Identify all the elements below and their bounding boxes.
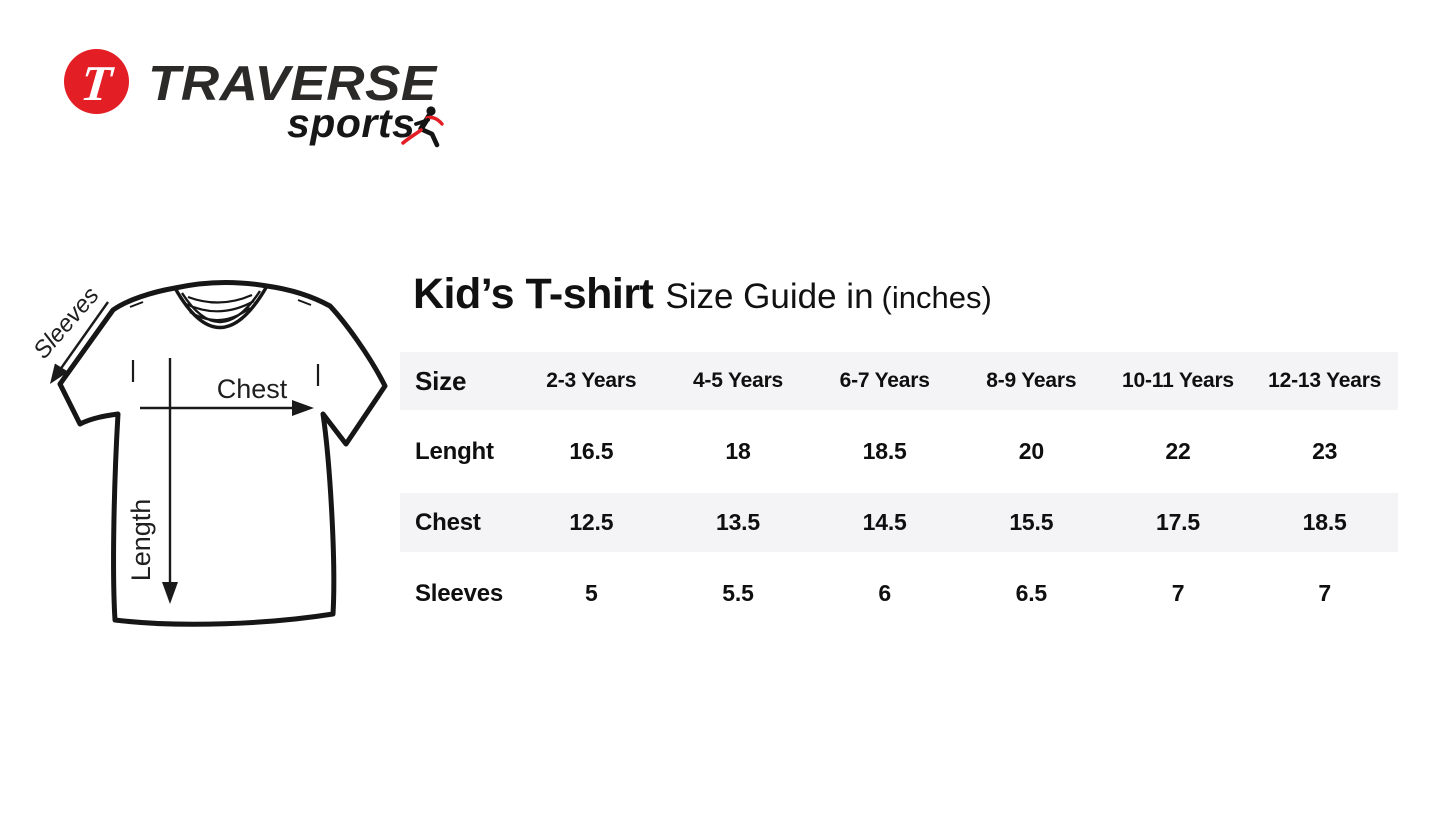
collar-rib-3 xyxy=(189,307,251,322)
tshirt-measurement-diagram: Chest Length Sleeves xyxy=(30,279,388,627)
collar-rib-1 xyxy=(187,293,253,304)
size-value: 6.5 xyxy=(1015,580,1048,606)
table-row-chest: Chest 12.5 13.5 14.5 15.5 17.5 18.5 xyxy=(400,493,1398,552)
size-value: 17.5 xyxy=(1156,509,1200,535)
brand-name: TRAVERSE xyxy=(148,56,437,112)
length-arrowhead xyxy=(162,582,178,604)
size-value: 16.5 xyxy=(569,438,614,464)
column-header: 10-11 Years xyxy=(1122,369,1234,392)
column-header: 8-9 Years xyxy=(986,369,1077,392)
size-value: 7 xyxy=(1318,580,1331,606)
brand-monogram-icon: T xyxy=(64,49,129,114)
sleeves-arrow-line xyxy=(56,301,109,375)
size-table: Size 2-3 Years 4-5 Years 6-7 Years 8-9 Y… xyxy=(400,352,1398,635)
size-value: 20 xyxy=(1018,438,1044,464)
size-value: 18.5 xyxy=(862,438,907,464)
chest-arrowhead xyxy=(292,400,314,416)
size-value: 18 xyxy=(725,438,751,464)
runner-icon xyxy=(401,106,444,148)
size-table-header-row: Size 2-3 Years 4-5 Years 6-7 Years 8-9 Y… xyxy=(400,352,1398,410)
tshirt-outline xyxy=(57,279,388,627)
size-value: 15.5 xyxy=(1009,509,1054,535)
table-row-length: Lenght 16.5 18 18.5 20 22 23 xyxy=(400,410,1398,493)
chest-label: Chest xyxy=(217,374,288,404)
brand-monogram-letter: T xyxy=(78,54,115,111)
length-label: Length xyxy=(126,499,156,582)
size-value: 22 xyxy=(1165,438,1191,464)
column-header: 6-7 Years xyxy=(839,369,930,392)
size-value: 18.5 xyxy=(1302,509,1347,535)
page-title-unit: (inches) xyxy=(881,280,992,315)
page-title-product: Kid’s T-shirt xyxy=(413,270,654,318)
brand-subname: sports xyxy=(287,100,416,146)
seam-mark-left xyxy=(129,301,144,308)
sleeves-arrowhead xyxy=(50,363,69,384)
size-value: 7 xyxy=(1171,580,1185,606)
column-header: Size xyxy=(415,365,467,396)
collar-rib-2 xyxy=(185,300,255,313)
row-label: Chest xyxy=(415,508,481,536)
table-row-sleeves: Sleeves 5 5.5 6 6.5 7 7 xyxy=(400,552,1398,635)
size-value: 23 xyxy=(1312,438,1338,464)
column-header: 12-13 Years xyxy=(1268,369,1382,392)
page-title-guide: Size Guide in xyxy=(665,277,874,316)
row-label: Sleeves xyxy=(415,579,504,607)
seam-mark-right xyxy=(297,299,312,306)
row-label: Lenght xyxy=(415,437,494,465)
size-value: 6 xyxy=(878,580,891,606)
size-value: 5.5 xyxy=(722,580,754,606)
size-value: 5 xyxy=(585,580,598,606)
column-header: 4-5 Years xyxy=(692,369,784,392)
size-value: 14.5 xyxy=(862,509,907,535)
column-header: 2-3 Years xyxy=(546,369,637,392)
collar-outer xyxy=(173,285,269,330)
size-value: 12.5 xyxy=(569,509,614,535)
size-value: 13.5 xyxy=(716,509,760,535)
page-title: Kid’s T-shirt Size Guide in (inches) xyxy=(413,270,992,319)
